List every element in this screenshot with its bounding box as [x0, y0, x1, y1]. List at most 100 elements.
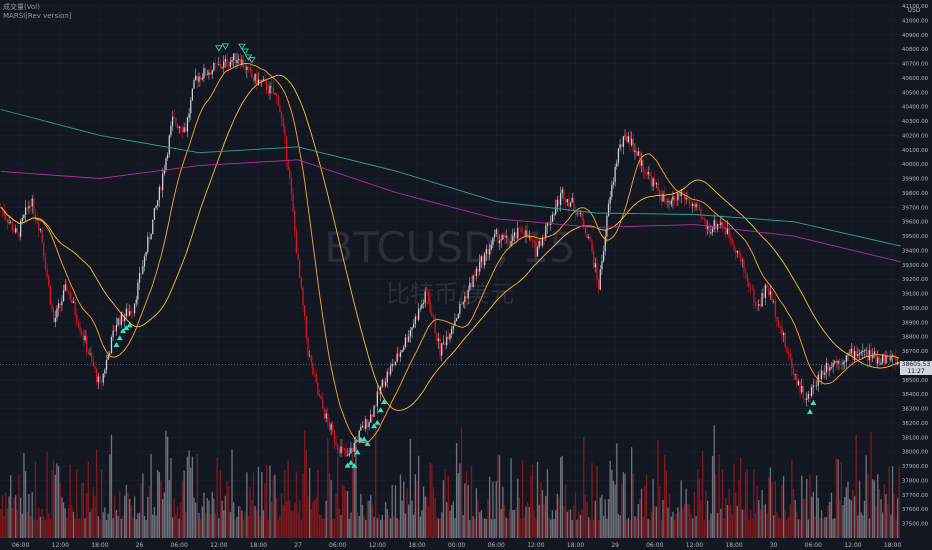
candle-body: [822, 370, 824, 375]
volume-bar: [92, 487, 94, 538]
price-tick-label: 40800.00: [902, 47, 929, 53]
volume-bar: [163, 492, 165, 538]
volume-bar: [198, 512, 200, 538]
volume-bar: [270, 501, 273, 538]
volume-bar: [282, 504, 284, 538]
volume-bar: [305, 450, 307, 538]
candle-body: [426, 291, 428, 293]
candle-body: [401, 349, 403, 353]
volume-bar: [517, 478, 519, 538]
candle-body: [371, 414, 374, 417]
volume-bar: [219, 469, 222, 538]
volume-bar: [522, 460, 524, 538]
candle-body: [348, 453, 350, 456]
volume-bar: [561, 455, 563, 538]
candle-body: [436, 333, 438, 342]
candle-body: [110, 336, 113, 354]
volume-bar: [474, 518, 476, 538]
volume-bar: [867, 472, 869, 538]
volume-bar: [882, 512, 884, 538]
volume-bar: [695, 515, 697, 538]
candle-body: [819, 374, 821, 379]
buy-signal-marker: [116, 335, 123, 341]
volume-bar: [607, 498, 610, 538]
volume-bar: [427, 505, 430, 538]
candle-body: [360, 427, 362, 431]
candle-body: [188, 113, 190, 118]
legend-marsi[interactable]: MARSI[Rev version]: [3, 12, 72, 20]
candle-body: [79, 326, 81, 332]
volume-bar: [640, 488, 643, 538]
candle-body: [150, 234, 152, 240]
volume-bar: [178, 518, 180, 538]
volume-bar: [850, 500, 852, 538]
volume-bar: [667, 507, 669, 538]
candle-body: [875, 351, 877, 364]
candle-body: [880, 362, 882, 365]
buy-signal-marker: [364, 440, 371, 446]
candle-body: [705, 219, 707, 230]
price-tick-label: 39200.00: [902, 277, 929, 283]
candle-body: [510, 241, 512, 247]
volume-bar: [398, 519, 400, 538]
candle-body: [834, 361, 836, 364]
volume-bar: [555, 510, 557, 538]
candle-body: [690, 204, 692, 206]
candle-body: [649, 171, 651, 177]
price-tick-label: 38400.00: [902, 392, 929, 398]
candle-body: [297, 253, 299, 260]
volume-bar: [209, 514, 212, 538]
volume-bar: [381, 515, 383, 538]
volume-bar: [125, 484, 127, 538]
volume-bar: [358, 515, 360, 538]
volume-bar: [5, 492, 7, 538]
time-axis[interactable]: 06:00 12:00 18:00 26 06:00 12:00 18:00 27 06:00 1…: [12, 542, 901, 549]
candle-body: [711, 228, 714, 233]
volume-bar: [89, 512, 91, 538]
volume-bar: [254, 506, 256, 538]
moving-average-line: [0, 62, 900, 443]
candle-body: [18, 232, 20, 237]
candle-body: [46, 268, 48, 277]
volume-bar: [614, 484, 616, 538]
candle-body: [581, 212, 583, 220]
volume-bar: [186, 456, 189, 538]
price-axis[interactable]: 37500.00 37600.00 37700.00 37800.00 37900.00…: [902, 4, 929, 528]
volume-bar: [450, 505, 453, 538]
volume-bar: [508, 509, 511, 538]
candle-body: [873, 351, 876, 355]
volume-bar: [715, 475, 717, 538]
volume-bar: [802, 499, 805, 538]
legend-volume[interactable]: 成交量(Vol): [3, 3, 40, 11]
last-price-tag: 38605.53 11:27: [900, 361, 932, 375]
candle-body: [431, 312, 433, 316]
price-tick-label: 40100.00: [902, 148, 929, 154]
volume-bar: [609, 460, 611, 538]
volume-bar: [120, 518, 123, 538]
volume-bar: [606, 518, 608, 538]
candle-body: [196, 75, 198, 82]
candle-body: [606, 215, 608, 237]
candle-body: [434, 317, 436, 334]
candle-body: [459, 304, 461, 314]
candle-body: [508, 243, 511, 247]
volume-bar: [596, 465, 598, 538]
candle-body: [444, 342, 446, 346]
volume-bar: [43, 516, 45, 538]
time-tick-label: 12:00: [210, 542, 227, 549]
candle-body: [535, 242, 537, 257]
volume-bar: [396, 517, 398, 538]
volume-bar: [550, 519, 552, 538]
buy-signal-marker: [126, 322, 133, 328]
time-tick-label: 06:00: [171, 542, 188, 549]
candle-body: [779, 326, 781, 328]
volume-bar: [297, 512, 299, 538]
volume-bar: [799, 519, 801, 538]
price-tick-label: 40300.00: [902, 119, 929, 125]
volume-bar: [132, 517, 134, 538]
volume-bar: [462, 515, 464, 538]
candle-body: [66, 284, 68, 291]
candle-body: [647, 171, 649, 175]
volume-bar: [645, 474, 648, 538]
